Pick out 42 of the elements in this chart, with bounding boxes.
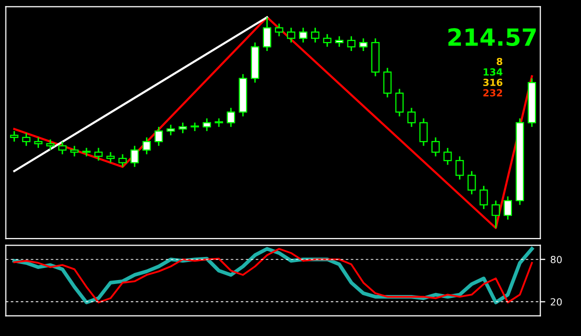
candlestick	[154, 126, 163, 147]
candlestick	[456, 156, 464, 180]
annotation: 232	[483, 89, 502, 96]
y-tick-label: 80	[550, 256, 562, 264]
candlestick	[407, 107, 416, 128]
candlestick	[311, 27, 320, 44]
candlestick	[10, 130, 18, 142]
candlestick	[335, 36, 344, 48]
candlestick	[395, 88, 404, 118]
candlestick	[299, 27, 308, 44]
candlestick	[383, 67, 392, 98]
candlestick	[431, 136, 440, 158]
candlestick	[202, 118, 212, 132]
candlestick	[468, 170, 476, 195]
candlestick	[323, 33, 332, 48]
candlestick	[130, 145, 139, 168]
annotation: 8	[496, 58, 502, 66]
candlestick	[504, 196, 512, 220]
candlestick	[443, 147, 452, 166]
y-tick-label: 20	[550, 298, 562, 306]
annotation: 134	[484, 68, 502, 76]
candlestick	[166, 124, 175, 136]
candlestick	[46, 138, 55, 151]
annotation: 316	[483, 78, 502, 86]
candlestick	[142, 136, 151, 155]
candlestick	[178, 122, 187, 134]
candlestick	[34, 136, 42, 149]
candlestick	[118, 154, 127, 168]
candlestick	[419, 118, 428, 147]
candlestick	[286, 27, 296, 44]
candlestick	[226, 107, 236, 128]
candlestick	[58, 140, 67, 155]
candlestick	[70, 145, 79, 158]
candlestick	[347, 36, 356, 52]
candlestick	[480, 185, 488, 210]
candlestick	[274, 22, 284, 37]
candlestick	[106, 151, 115, 164]
candlestick	[22, 132, 30, 147]
candlestick	[359, 38, 368, 52]
annotation: 214.57	[448, 28, 536, 46]
candlestick	[94, 147, 103, 162]
candlestick	[492, 200, 500, 229]
